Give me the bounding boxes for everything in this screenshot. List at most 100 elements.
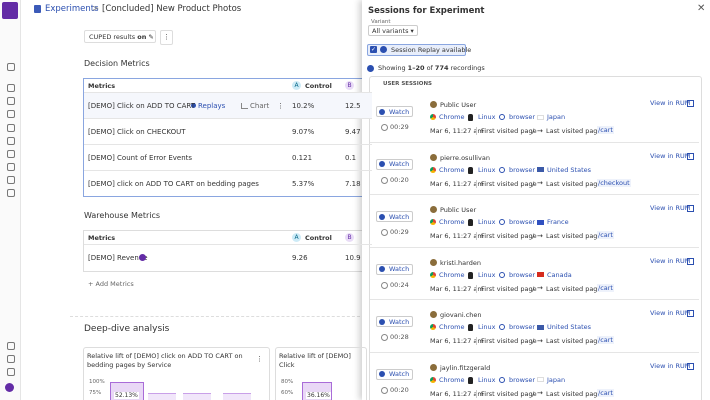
session-time: Mar 6, 11:27 am [430,179,484,188]
arrow: → [537,231,543,240]
first-visited-label: First visited page [481,127,537,135]
play-icon [191,103,196,108]
sidebar-icon[interactable] [7,150,15,158]
country: Canada [547,270,572,279]
external-icon [687,310,694,317]
sidebar-icon[interactable] [7,110,15,118]
external-icon [687,100,694,107]
action-button[interactable]: Chart [250,102,270,110]
more-button[interactable]: ⋮ [160,30,173,45]
sidebar-icon[interactable] [7,163,15,171]
divider [70,316,370,318]
watch-button[interactable] [376,263,413,275]
watch-button[interactable] [376,368,413,380]
view-link[interactable]: View in RUM [650,204,691,212]
cuped-toggle[interactable]: CUPED results on ✎ [84,30,156,43]
showing-suffix: recordings [450,64,485,72]
sidebar-icon[interactable] [7,63,15,71]
last-page: /cart [597,231,614,239]
add-metrics-button[interactable]: + Add Metrics [88,280,134,288]
card-menu[interactable]: ⋮ [256,355,263,363]
chart-card [83,347,270,400]
os-name: Linux [478,113,496,121]
sidebar-icon[interactable] [7,124,15,132]
table-header: Metrics [88,234,116,242]
chrome-icon [430,271,436,278]
sidebar-icon[interactable] [7,176,15,184]
metric-value: 10.9 [345,254,361,262]
value-label: 52.13% [114,392,139,399]
user-avatar [430,101,437,108]
watch-label: Watch [389,265,410,273]
logo[interactable] [2,2,18,19]
first-visited-label: First visited page [481,284,537,293]
play-icon [367,65,374,72]
row-divider [84,170,372,171]
clock-icon [381,334,388,341]
session-divider [370,351,699,353]
checkbox[interactable]: ✓ [370,46,377,53]
session-time: Mar 6, 11:27 am [430,389,484,398]
variant-badge: A [292,81,301,90]
view-link[interactable]: View in RUM [650,361,691,370]
watch-label: Watch [389,212,410,221]
metric-value: 0.121 [292,154,313,162]
metric-name[interactable]: [DEMO] Revenue [88,254,148,262]
metric-name[interactable]: [DEMO] Click on ADD TO CART [88,102,196,110]
metric-value: 9.26 [292,254,308,262]
sidebar-icon[interactable] [7,189,15,197]
flag-icon [537,219,544,225]
metric-name[interactable]: [DEMO] Count of Error Events [88,154,193,162]
view-link[interactable]: View in RUM [650,256,691,265]
browser-name: Chrome [439,113,465,121]
close-button[interactable]: ✕ [697,3,706,14]
sidebar-icon[interactable] [7,84,15,92]
card-title: Relative lift of [DEMO] click on ADD TO … [87,352,243,369]
row-menu[interactable]: ⋮ [277,102,284,110]
play-icon [379,371,385,377]
view-link[interactable]: View in RUM [650,99,691,107]
view-link[interactable]: View in RUM [650,151,691,160]
last-visited-label: Last visited page [546,337,602,345]
sidebar-icon[interactable] [7,137,15,145]
cuped-label: CUPED results [89,33,136,41]
variant-select[interactable]: All variants ▾ [368,25,418,36]
first-visited-label: First visited page [481,389,537,398]
metric-name[interactable]: [DEMO] click on ADD TO CART on bedding p… [88,180,259,188]
sidebar-icon[interactable] [7,342,15,350]
sidebar-icon[interactable] [7,97,15,105]
action-button[interactable]: Replays [198,102,226,110]
watch-button[interactable] [376,158,413,170]
metric-name[interactable]: [DEMO] Click on CHECKOUT [88,128,186,136]
external-icon [687,257,694,265]
avatar[interactable] [5,383,14,392]
external-icon [687,205,694,212]
watch-label: Watch [389,317,410,326]
watch-button[interactable] [376,211,413,222]
replay-filter[interactable] [367,44,466,56]
globe-icon [499,324,505,330]
filter-label: Session Replay available [391,45,472,54]
sessions-panel [362,0,710,400]
session-time: Mar 6, 11:27 am [430,232,484,240]
watch-button[interactable] [376,106,413,117]
first-page: / [532,127,535,135]
axis-label: 80% [281,379,294,385]
os-name: Linux [478,375,496,384]
browser-name: Chrome [439,218,465,226]
chrome-icon [430,376,436,383]
sidebar-icon[interactable] [7,368,15,376]
last-page: /checkout [597,178,631,187]
breadcrumb-link[interactable]: Experiments [45,4,99,14]
first-page: / [532,389,535,398]
sidebar-icon[interactable] [7,355,15,363]
clock-icon [381,229,388,236]
duration: 00:29 [390,228,409,236]
watch-button[interactable] [376,316,413,327]
os-icon [468,114,473,121]
first-visited-label: First visited page [481,179,537,188]
user-name: kristi.harden [440,258,481,267]
country: France [547,218,569,226]
view-link[interactable]: View in RUM [650,309,691,317]
flag-icon [537,167,544,172]
